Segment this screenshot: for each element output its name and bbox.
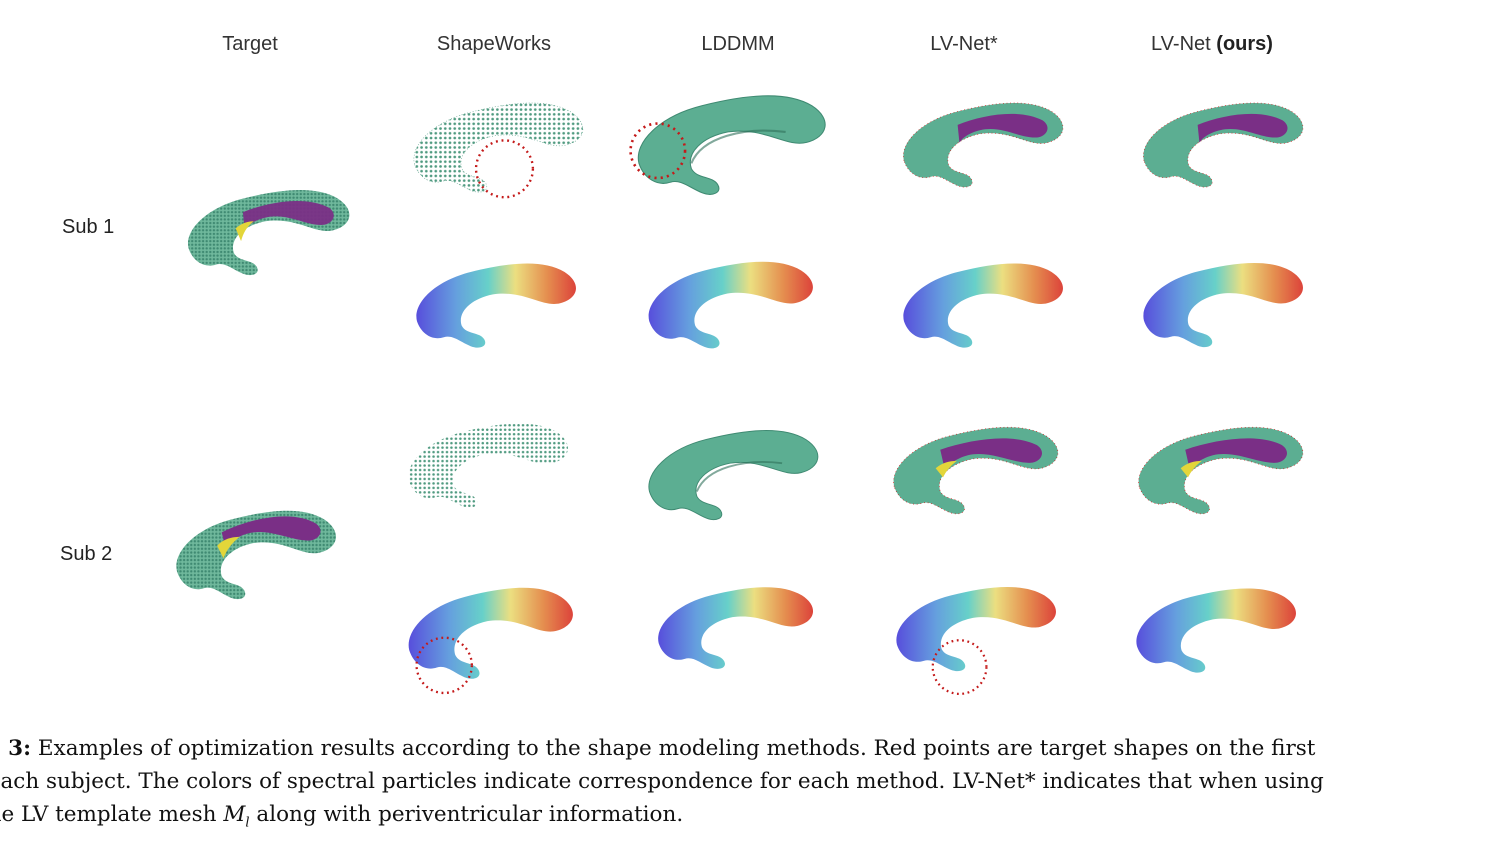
sub2-shapeworks-spectral — [400, 580, 575, 700]
caption-text-3b: along with periventricular information. — [256, 802, 684, 827]
caption-math-sub: l — [245, 815, 250, 831]
sub1-lvnet-star-mesh — [895, 95, 1065, 195]
column-header-lvnet-star: LV-Net* — [930, 33, 998, 55]
caption-text-3a: y the LV template mesh — [0, 802, 217, 827]
sub1-lddmm-spectral — [640, 255, 815, 355]
sub1-lvnet-ours-spectral — [1135, 255, 1305, 355]
sub2-lvnet-star-spectral — [888, 578, 1058, 698]
lvnet-ours-suffix: (ours) — [1216, 33, 1273, 55]
figure-caption: ure 3: Examples of optimization results … — [0, 732, 1460, 839]
caption-line-1: ure 3: Examples of optimization results … — [0, 732, 1460, 765]
column-header-lddmm: LDDMM — [701, 33, 775, 55]
sub1-lddmm-mesh — [628, 90, 828, 200]
caption-math-m: M — [223, 802, 246, 827]
sub2-lvnet-ours-spectral — [1128, 578, 1298, 683]
caption-line-3: y the LV template mesh Ml along with per… — [0, 798, 1460, 839]
column-header-shapeworks: ShapeWorks — [436, 33, 552, 55]
sub2-shapeworks-mesh — [400, 415, 570, 525]
sub1-lvnet-ours-mesh — [1135, 95, 1305, 195]
sub1-lvnet-star-spectral — [895, 258, 1065, 353]
lvnet-ours-name: LV-Net — [1151, 33, 1211, 55]
caption-label: ure 3: — [0, 736, 32, 761]
row-label-sub1: Sub 1 — [62, 216, 115, 238]
sub1-shapeworks-spectral — [408, 258, 578, 353]
sub1-target-image — [178, 185, 353, 280]
row-label-sub2: Sub 2 — [60, 543, 113, 565]
sub1-shapeworks-mesh — [405, 95, 585, 200]
caption-text-2: of each subject. The colors of spectral … — [0, 769, 1324, 794]
caption-text-1: Examples of optimization results accordi… — [37, 736, 1316, 761]
sub2-lvnet-star-mesh — [885, 418, 1060, 523]
sub2-lddmm-mesh — [640, 420, 820, 530]
error-highlight-circle — [629, 122, 687, 180]
error-highlight-circle — [474, 139, 535, 199]
column-header-lvnet-ours: LV-Net (ours) — [1151, 33, 1273, 56]
sub2-lddmm-spectral — [650, 578, 815, 678]
sub2-lvnet-ours-mesh — [1130, 418, 1305, 523]
error-highlight-circle — [931, 639, 988, 696]
sub2-target-image — [168, 495, 338, 610]
caption-line-2: of each subject. The colors of spectral … — [0, 765, 1460, 798]
column-header-target: Target — [222, 33, 278, 55]
